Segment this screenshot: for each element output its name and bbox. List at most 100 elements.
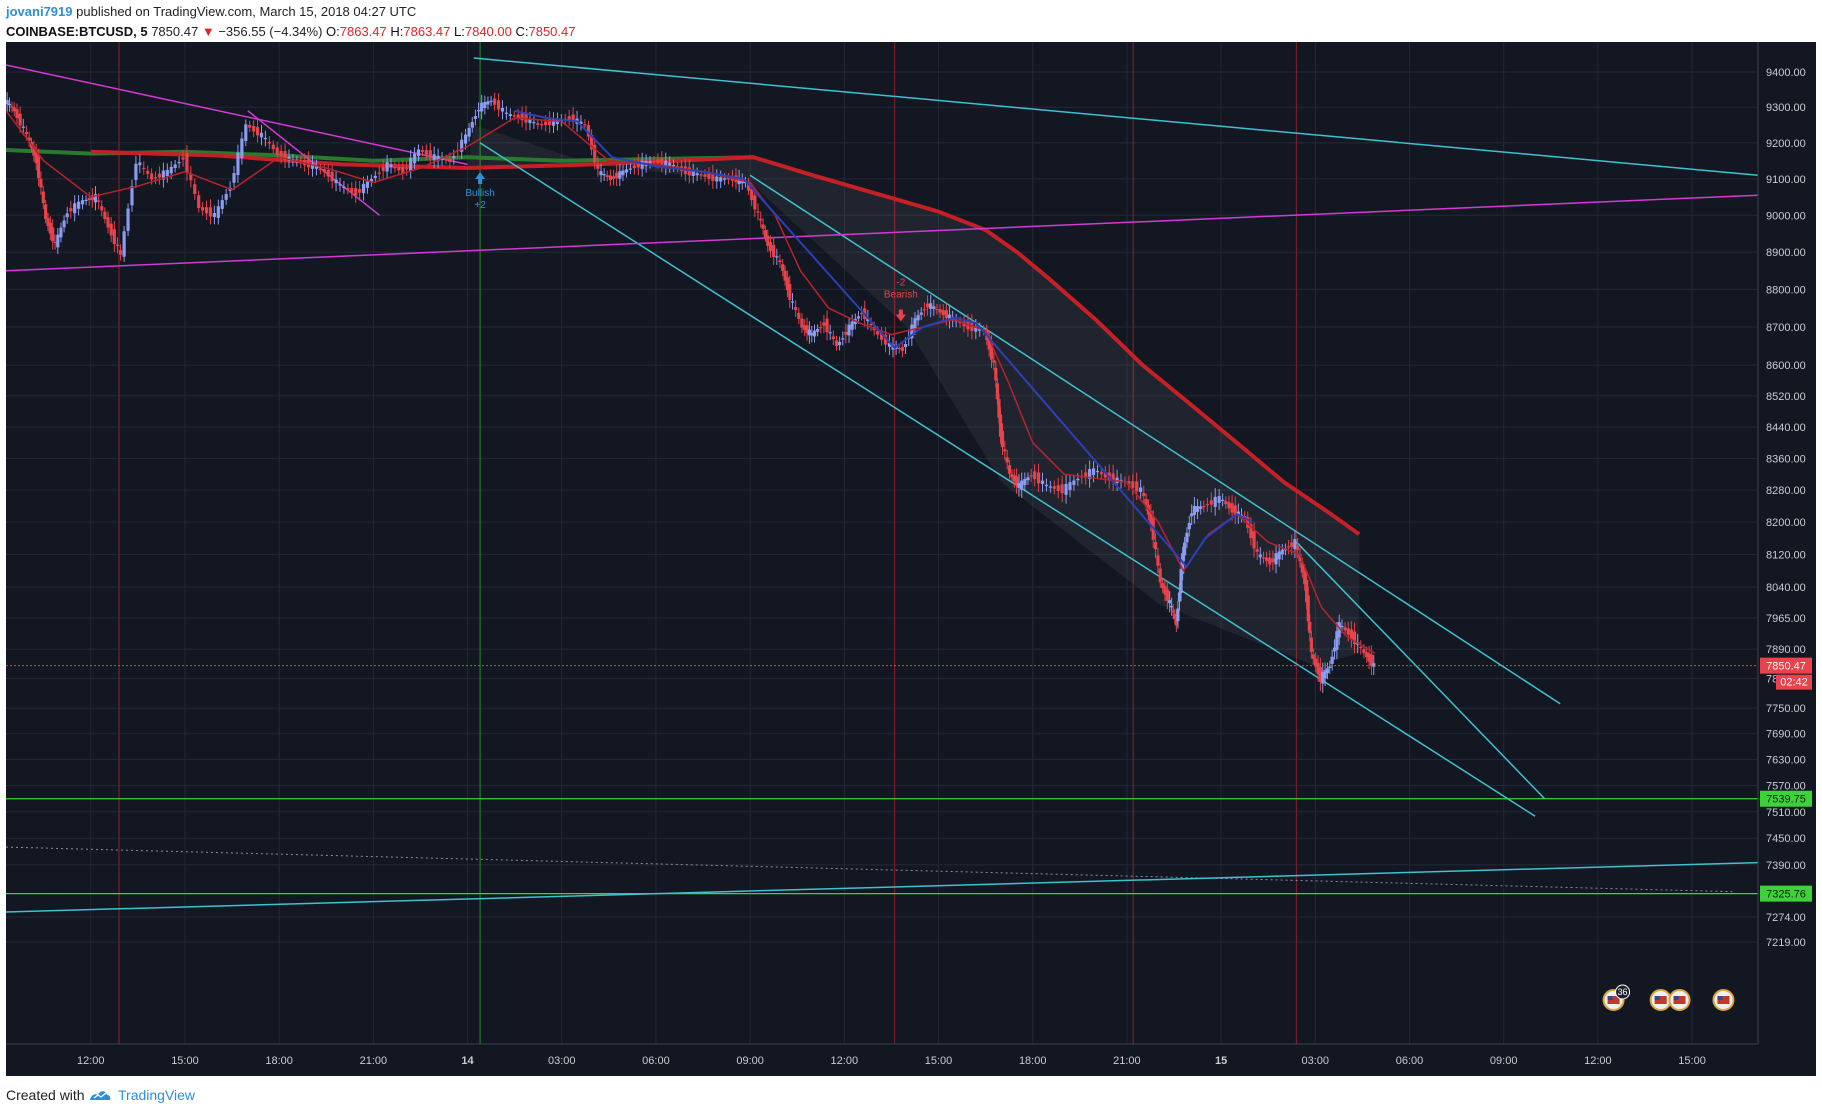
candle-body	[73, 203, 77, 214]
publish-line: jovani7919 published on TradingView.com,…	[6, 4, 416, 19]
candle-body	[636, 161, 640, 168]
candle-body	[142, 167, 146, 170]
candle-body	[1173, 613, 1177, 619]
author-link[interactable]: jovani7919	[6, 4, 73, 19]
candle-body	[169, 166, 173, 174]
candle-body	[416, 149, 421, 157]
y-tick-label: 8040.00	[1766, 582, 1806, 594]
candle-body	[608, 175, 613, 181]
price-change: −356.55 (−4.34%)	[218, 24, 323, 39]
candle-body	[93, 194, 98, 203]
candle-body	[624, 169, 629, 173]
flag-canton	[1717, 996, 1723, 1000]
candle-body	[579, 121, 583, 125]
candle-body	[470, 122, 474, 128]
candle-body	[1298, 554, 1302, 562]
candle-body	[1084, 472, 1088, 477]
signal-count: +2	[474, 200, 486, 211]
candle-body	[1026, 477, 1030, 481]
candle-body	[1149, 511, 1153, 525]
x-tick-label: 21:00	[1113, 1055, 1141, 1067]
candle-body	[1352, 631, 1357, 645]
candle-body	[1064, 483, 1068, 495]
candle-body	[1111, 473, 1115, 483]
candle-body	[1246, 517, 1250, 528]
candle-body	[664, 160, 668, 167]
candle-body	[432, 154, 436, 160]
economic-event[interactable]	[1668, 989, 1691, 1011]
candle-body	[15, 109, 19, 119]
signal-label: Bearish	[884, 289, 918, 300]
economic-event[interactable]	[1712, 989, 1735, 1011]
high-label: H:	[390, 24, 404, 39]
candle-body	[244, 124, 248, 142]
candle-body	[785, 277, 790, 291]
y-tick-label: 9400.00	[1766, 67, 1806, 79]
candle-body	[775, 256, 779, 258]
candle-body	[153, 177, 158, 179]
y-tick-label: 7630.00	[1766, 755, 1806, 767]
candle-body	[825, 318, 829, 332]
x-tick-label: 12:00	[1584, 1055, 1612, 1067]
candle-body	[444, 159, 448, 161]
candle-body	[130, 186, 134, 206]
candle-body	[1321, 671, 1325, 684]
candle-body	[586, 125, 591, 137]
candle-body	[489, 100, 493, 102]
candle-body	[6, 99, 9, 105]
candle-body	[342, 186, 346, 188]
candle-body	[1227, 502, 1231, 509]
candle-body	[1139, 487, 1143, 492]
y-tick-label: 8900.00	[1766, 247, 1806, 259]
candle-body	[838, 341, 842, 346]
close-value: 7850.47	[528, 24, 576, 39]
candle-body	[919, 312, 923, 315]
candle-body	[1099, 472, 1103, 475]
candle-body	[146, 170, 150, 174]
y-tick-label: 9200.00	[1766, 138, 1806, 150]
y-tick-label: 9100.00	[1766, 174, 1806, 186]
candle-body	[197, 195, 201, 208]
price-chart[interactable]: Bullish +2 -2 Bearish 36 9400.00 9300.00 9200.0…	[6, 42, 1816, 1076]
down-arrow-icon: ▼	[201, 24, 215, 39]
candle-body	[995, 383, 999, 400]
candle-body	[621, 170, 625, 176]
trendline-magenta-descending	[6, 64, 468, 166]
tradingview-link[interactable]: TradingView	[118, 1087, 196, 1103]
trendline-desc-channel-lower	[479, 142, 1536, 817]
economic-event[interactable]	[1649, 989, 1672, 1011]
candle-body	[571, 114, 575, 122]
x-tick-label: 21:00	[360, 1055, 388, 1067]
candle-body	[763, 229, 768, 238]
candle-body	[707, 173, 711, 179]
support-price-label: 7539.75	[1766, 794, 1806, 806]
candle-body	[44, 204, 48, 219]
tradingview-logo-icon[interactable]	[88, 1087, 112, 1103]
candle-body	[699, 174, 703, 176]
trendline-wedge-line	[1295, 541, 1546, 800]
economic-event[interactable]: 36	[1602, 984, 1631, 1011]
candle-body	[1369, 654, 1374, 667]
candle-body	[756, 211, 760, 213]
candle-body	[834, 340, 839, 347]
flag-canton	[1654, 996, 1660, 1000]
candle-body	[1052, 486, 1056, 489]
candle-body	[1343, 627, 1347, 631]
x-tick-label: 03:00	[548, 1055, 576, 1067]
ma-red-line	[90, 149, 1361, 536]
candle-body	[547, 118, 552, 126]
y-tick-label: 8800.00	[1766, 284, 1806, 296]
candle-body	[970, 322, 974, 332]
candle-body	[778, 260, 782, 263]
candle-body	[929, 303, 933, 309]
candle-body	[381, 167, 385, 171]
trendline-desc-channel-upper	[749, 174, 1561, 705]
candle-body	[910, 324, 914, 339]
candle-body	[1325, 668, 1330, 674]
candle-body	[1209, 500, 1213, 505]
candle-body	[493, 98, 497, 105]
last-price: 7850.47	[151, 24, 199, 39]
candle-body	[420, 150, 425, 152]
